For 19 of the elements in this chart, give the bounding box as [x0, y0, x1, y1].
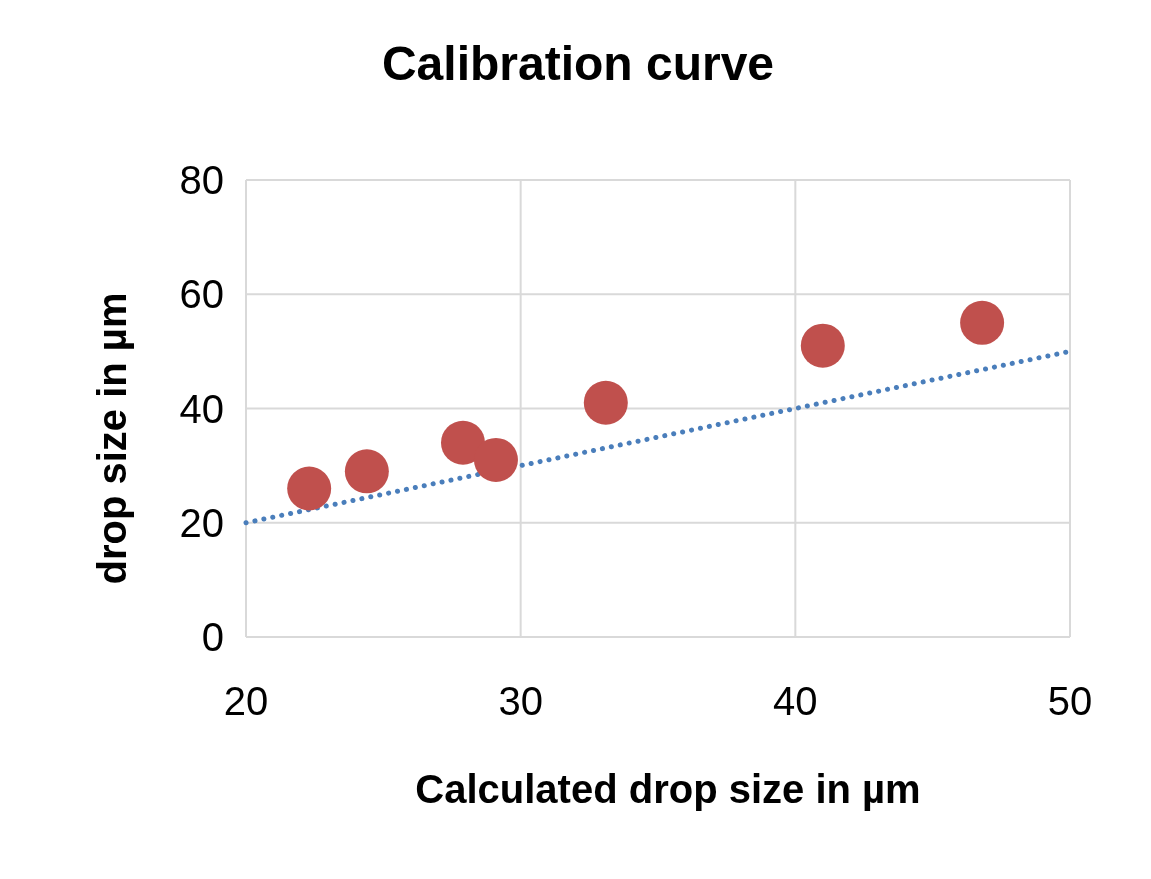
- point: [583, 380, 628, 425]
- point: [440, 420, 485, 465]
- y-tick-label: 0: [201, 615, 224, 659]
- point: [800, 323, 845, 368]
- chart-title: Calibration curve: [381, 37, 775, 90]
- y-tick-label: 40: [179, 386, 224, 431]
- x-tick-label: 50: [1047, 679, 1093, 723]
- x-tick-label: 30: [498, 679, 543, 723]
- y-tick-label: 80: [179, 158, 224, 202]
- point: [960, 300, 1005, 345]
- x-tick-label: 20: [223, 679, 269, 723]
- y-axis-title: drop size in µm: [90, 292, 134, 585]
- x-tick-label: 40: [773, 679, 818, 723]
- point: [287, 466, 332, 511]
- y-tick-label: 20: [179, 500, 224, 545]
- y-tick-label: 60: [179, 272, 224, 317]
- point: [473, 437, 518, 482]
- point: [344, 449, 389, 494]
- x-axis-title: Calculated drop size in µm: [415, 767, 921, 811]
